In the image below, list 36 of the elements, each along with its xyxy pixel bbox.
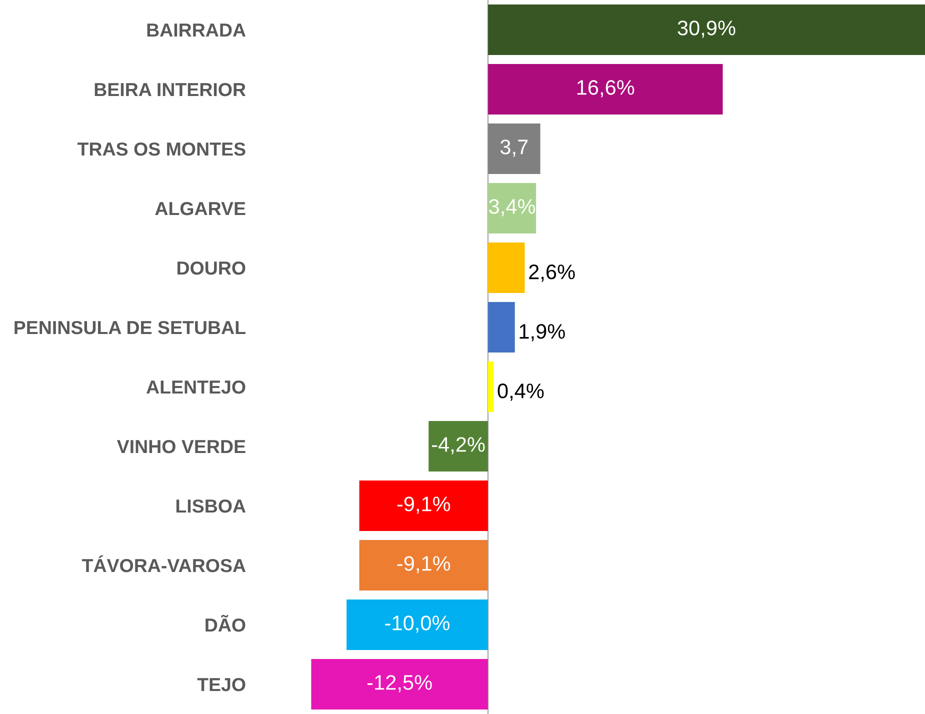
data-label: 3,7: [500, 140, 528, 157]
data-label: 30,9%: [678, 20, 736, 38]
data-label: 3,4%: [489, 199, 536, 216]
y-tick-label: TEJO: [197, 678, 246, 692]
bar: [428, 420, 488, 472]
y-tick-label: ALENTEJO: [146, 380, 246, 394]
data-label: -9,1%: [397, 556, 450, 574]
y-tick-label: DOURO: [178, 261, 246, 275]
y-tick-label: TÁVORA-VAROSA: [82, 555, 246, 572]
bar: [488, 123, 540, 174]
bar: [359, 480, 488, 532]
bar: [346, 599, 488, 650]
y-tick-label: ALGARVE: [155, 202, 246, 216]
y-tick-label: LISBOA: [176, 499, 246, 513]
y-tick-label: DÃO: [206, 614, 246, 632]
bar: [311, 658, 488, 710]
y-tick-label: BAIRRADA: [147, 24, 246, 37]
data-label: 16,6%: [577, 80, 634, 98]
y-tick-label: TRAS OS MONTES: [77, 142, 246, 156]
bar: [488, 302, 515, 353]
y-tick-label: BEIRA INTERIOR: [94, 82, 246, 96]
data-label: -10,0%: [385, 616, 450, 633]
bar: [359, 540, 488, 591]
bar: [488, 361, 494, 412]
data-label: -4,2%: [432, 437, 485, 454]
data-label: -9,1%: [397, 496, 450, 514]
y-tick-label: VINHO VERDE: [116, 440, 246, 454]
y-tick-label: PENINSULA DE SETUBAL: [14, 320, 246, 334]
bar: [488, 4, 925, 56]
bar: [488, 242, 525, 294]
data-label: -12,5%: [368, 675, 432, 692]
bar: [488, 182, 536, 234]
data-label: 2,6%: [529, 264, 575, 282]
bar: [488, 64, 723, 115]
data-label: 1,9%: [520, 324, 565, 342]
data-label: 0,4%: [498, 384, 544, 401]
